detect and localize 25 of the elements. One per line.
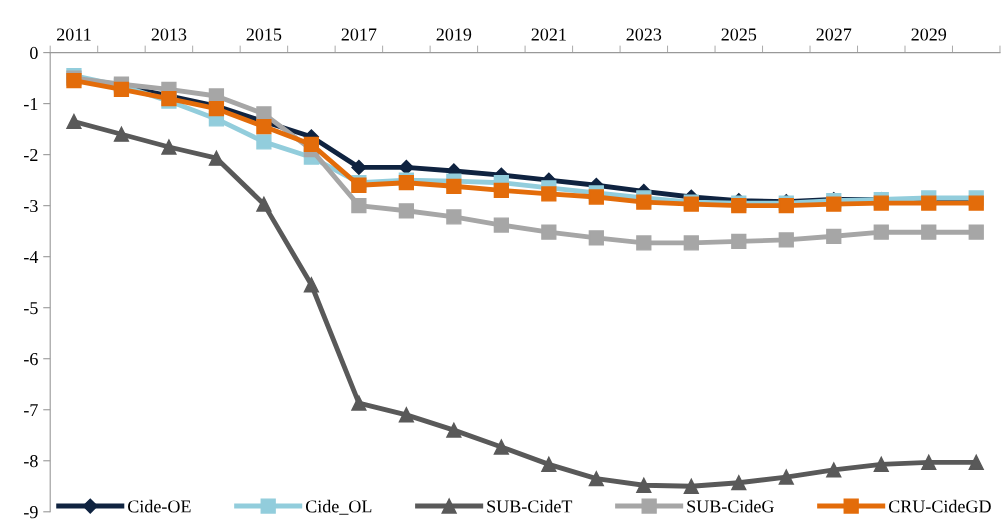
y-tick-label: -2 — [24, 148, 38, 161]
x-tick-label: 2027 — [816, 28, 852, 41]
x-tick-label: 2019 — [436, 28, 472, 41]
x-tick-label: 2029 — [911, 28, 947, 41]
y-tick-label: -7 — [24, 404, 38, 417]
y-tick-label: 0 — [30, 46, 38, 60]
y-tick-label: -3 — [24, 199, 38, 213]
x-tick-label: 2015 — [246, 28, 282, 41]
x-tick-label: 2017 — [341, 28, 377, 41]
x-tick-label: 2013 — [151, 28, 187, 41]
legend-label: SUB-CideG — [687, 499, 774, 513]
y-tick-label: -5 — [24, 302, 38, 315]
x-tick-label: 2021 — [531, 28, 566, 41]
y-tick-label: -1 — [24, 97, 38, 110]
y-tick-label: -9 — [24, 506, 38, 519]
legend-label: Cide-OE — [128, 499, 191, 513]
x-tick-label: 2023 — [626, 28, 662, 41]
y-tick-label: -6 — [24, 353, 38, 366]
legend-label: SUB-CideT — [487, 499, 573, 513]
legend-label: Cide_OL — [305, 499, 372, 515]
y-tick-label: -8 — [24, 455, 38, 468]
x-tick-label: 2025 — [721, 28, 757, 41]
legend-label: CRU-CideGD — [888, 499, 991, 513]
x-tick-label: 2011 — [57, 28, 91, 41]
y-tick-label: -4 — [24, 251, 39, 263]
